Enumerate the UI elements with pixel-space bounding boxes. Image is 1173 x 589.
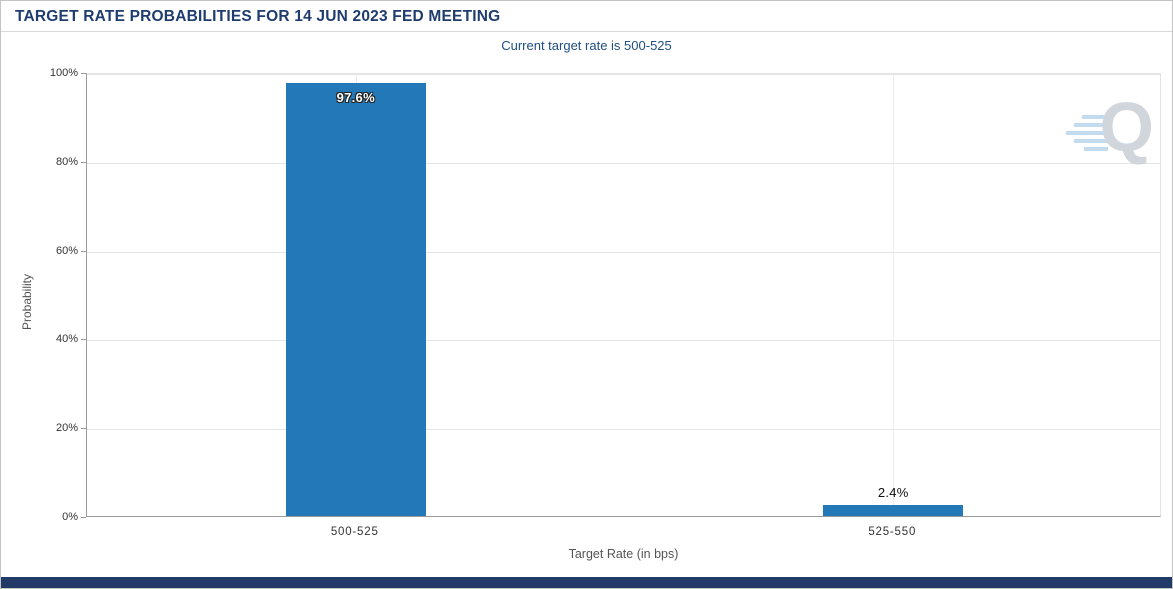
gridline — [87, 429, 1160, 431]
y-tick-label: 60% — [55, 244, 78, 257]
page-title: TARGET RATE PROBABILITIES FOR 14 JUN 202… — [15, 8, 501, 25]
y-tick-label: 40% — [55, 333, 78, 346]
q-logo-icon: Q — [1099, 88, 1154, 166]
quikstrike-watermark: Q — [1066, 88, 1154, 177]
logo-stripe-icon — [1074, 123, 1108, 127]
y-tick-label: 100% — [49, 67, 78, 79]
chart-subtitle: Current target rate is 500-525 — [501, 38, 672, 53]
y-tick-mark — [81, 339, 86, 341]
y-tick-mark — [81, 517, 86, 518]
logo-stripe-icon — [1084, 147, 1108, 151]
plot-area: 97.6% 2.4% — [86, 73, 1161, 517]
gridline — [87, 251, 1160, 253]
footer-bar — [1, 577, 1172, 588]
x-tick-label: 500-525 — [330, 526, 379, 538]
gridline — [87, 162, 1160, 164]
logo-stripe-icon — [1082, 115, 1108, 119]
y-tick-mark — [81, 161, 86, 163]
y-axis-label: Probability — [20, 273, 34, 331]
bar-525-550 — [823, 505, 964, 516]
logo-stripe-icon — [1074, 139, 1108, 143]
vertical-gridline — [893, 74, 895, 516]
bar-500-525: 97.6% — [285, 82, 426, 516]
y-tick-label: 80% — [55, 155, 78, 168]
y-tick-mark — [81, 250, 86, 252]
logo-stripe-icon — [1066, 131, 1108, 135]
x-axis-label: Target Rate (in bps) — [568, 547, 679, 561]
gridline — [87, 74, 1160, 75]
y-tick-mark — [81, 73, 86, 74]
y-tick-mark — [81, 428, 86, 430]
bar-value-label: 2.4% — [877, 485, 909, 501]
y-tick-label: 20% — [55, 422, 78, 435]
x-tick-label: 525-550 — [868, 526, 917, 538]
title-separator — [1, 31, 1172, 32]
bar-value-label: 97.6% — [336, 89, 375, 105]
y-tick-label: 0% — [62, 511, 78, 523]
gridline — [87, 340, 1160, 342]
